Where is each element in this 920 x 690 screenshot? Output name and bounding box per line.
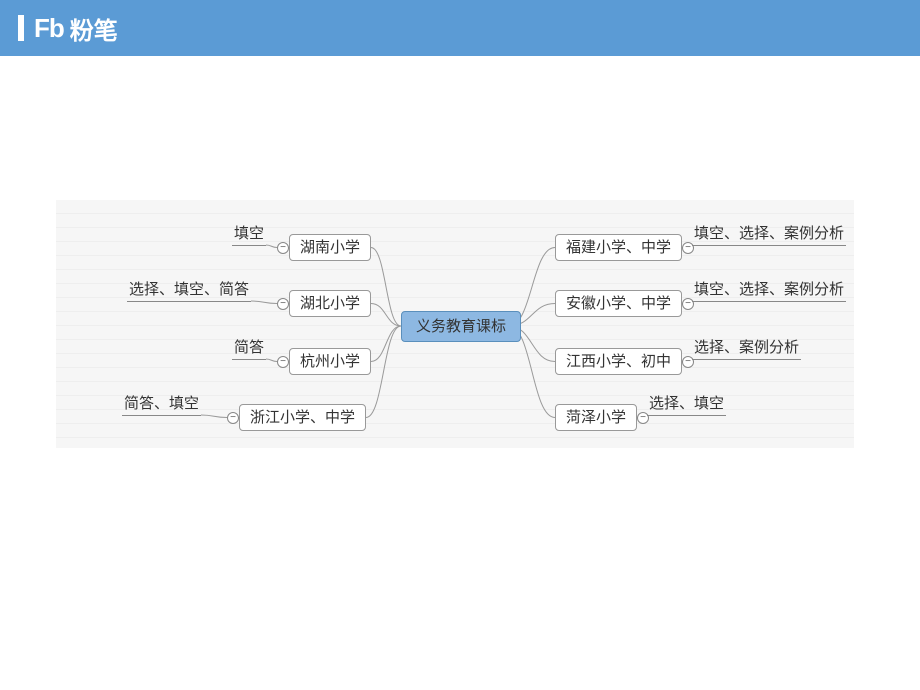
- leaf-r3: 选择、案例分析: [694, 336, 799, 357]
- node-l1[interactable]: 湖南小学: [289, 234, 371, 261]
- leaf-r4: 选择、填空: [649, 392, 724, 413]
- node-r3[interactable]: 江西小学、初中: [555, 348, 682, 375]
- mindmap-canvas: 义务教育课标湖南小学−填空湖北小学−选择、填空、简答杭州小学−简答浙江小学、中学…: [56, 200, 854, 448]
- central-node[interactable]: 义务教育课标: [401, 311, 521, 342]
- brand-logo-text: 粉笔: [70, 11, 118, 46]
- toggle-r1[interactable]: −: [682, 242, 694, 254]
- toggle-r3[interactable]: −: [682, 356, 694, 368]
- node-l4[interactable]: 浙江小学、中学: [239, 404, 366, 431]
- brand-logo-fb: Fb: [34, 13, 64, 44]
- brand-logo: Fb 粉笔: [34, 11, 118, 46]
- toggle-r2[interactable]: −: [682, 298, 694, 310]
- toggle-l4[interactable]: −: [227, 412, 239, 424]
- node-r2[interactable]: 安徽小学、中学: [555, 290, 682, 317]
- toggle-r4[interactable]: −: [637, 412, 649, 424]
- toggle-l2[interactable]: −: [277, 298, 289, 310]
- toggle-l3[interactable]: −: [277, 356, 289, 368]
- leaf-r1: 填空、选择、案例分析: [694, 222, 844, 243]
- leaf-l3: 简答: [234, 336, 264, 357]
- leaf-l1: 填空: [234, 222, 264, 243]
- node-l3[interactable]: 杭州小学: [289, 348, 371, 375]
- header-bar: Fb 粉笔: [0, 0, 920, 56]
- mindmap-canvas-wrap: 义务教育课标湖南小学−填空湖北小学−选择、填空、简答杭州小学−简答浙江小学、中学…: [56, 200, 854, 448]
- toggle-l1[interactable]: −: [277, 242, 289, 254]
- leaf-l4: 简答、填空: [124, 392, 199, 413]
- node-l2[interactable]: 湖北小学: [289, 290, 371, 317]
- header-accent: [18, 15, 24, 41]
- node-r4[interactable]: 菏泽小学: [555, 404, 637, 431]
- node-r1[interactable]: 福建小学、中学: [555, 234, 682, 261]
- leaf-r2: 填空、选择、案例分析: [694, 278, 844, 299]
- leaf-l2: 选择、填空、简答: [129, 278, 249, 299]
